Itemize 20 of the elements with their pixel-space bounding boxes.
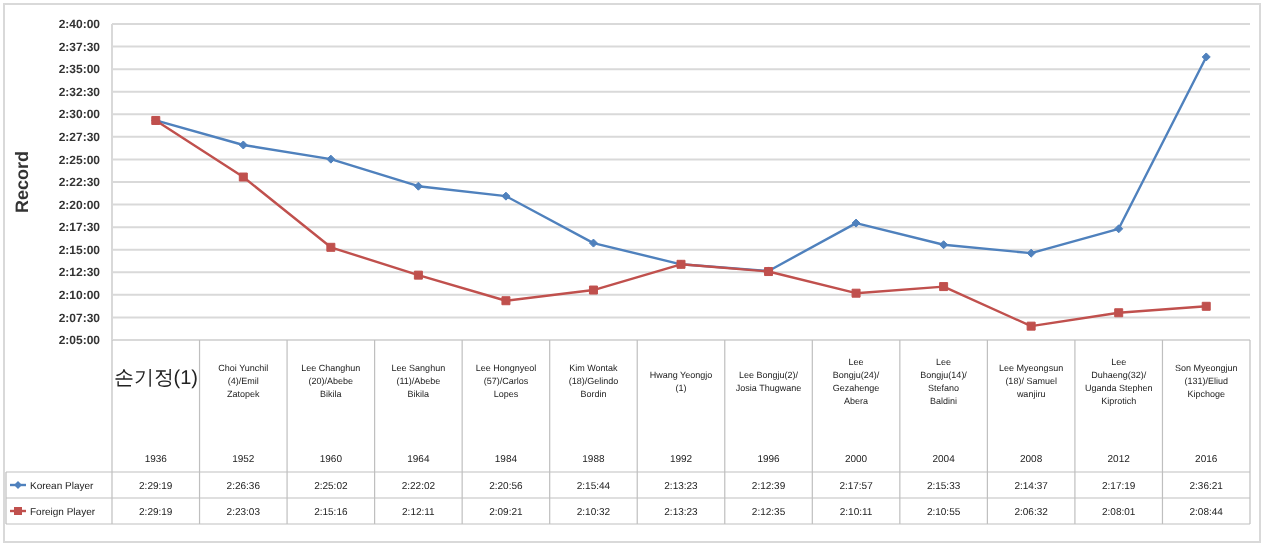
point xyxy=(939,282,949,292)
point xyxy=(238,140,248,150)
point xyxy=(413,181,423,191)
point xyxy=(501,296,511,306)
point xyxy=(326,242,336,252)
point xyxy=(326,154,336,164)
point xyxy=(851,288,861,298)
point xyxy=(1114,308,1124,318)
point xyxy=(501,191,511,201)
point xyxy=(1026,321,1036,331)
point xyxy=(588,285,598,295)
point xyxy=(851,218,861,228)
point xyxy=(413,270,423,280)
point xyxy=(238,172,248,182)
point xyxy=(1201,52,1211,62)
point xyxy=(1026,248,1036,258)
point xyxy=(588,238,598,248)
point xyxy=(1201,301,1211,311)
y-axis-title: Record xyxy=(12,150,32,214)
point xyxy=(1114,224,1124,234)
